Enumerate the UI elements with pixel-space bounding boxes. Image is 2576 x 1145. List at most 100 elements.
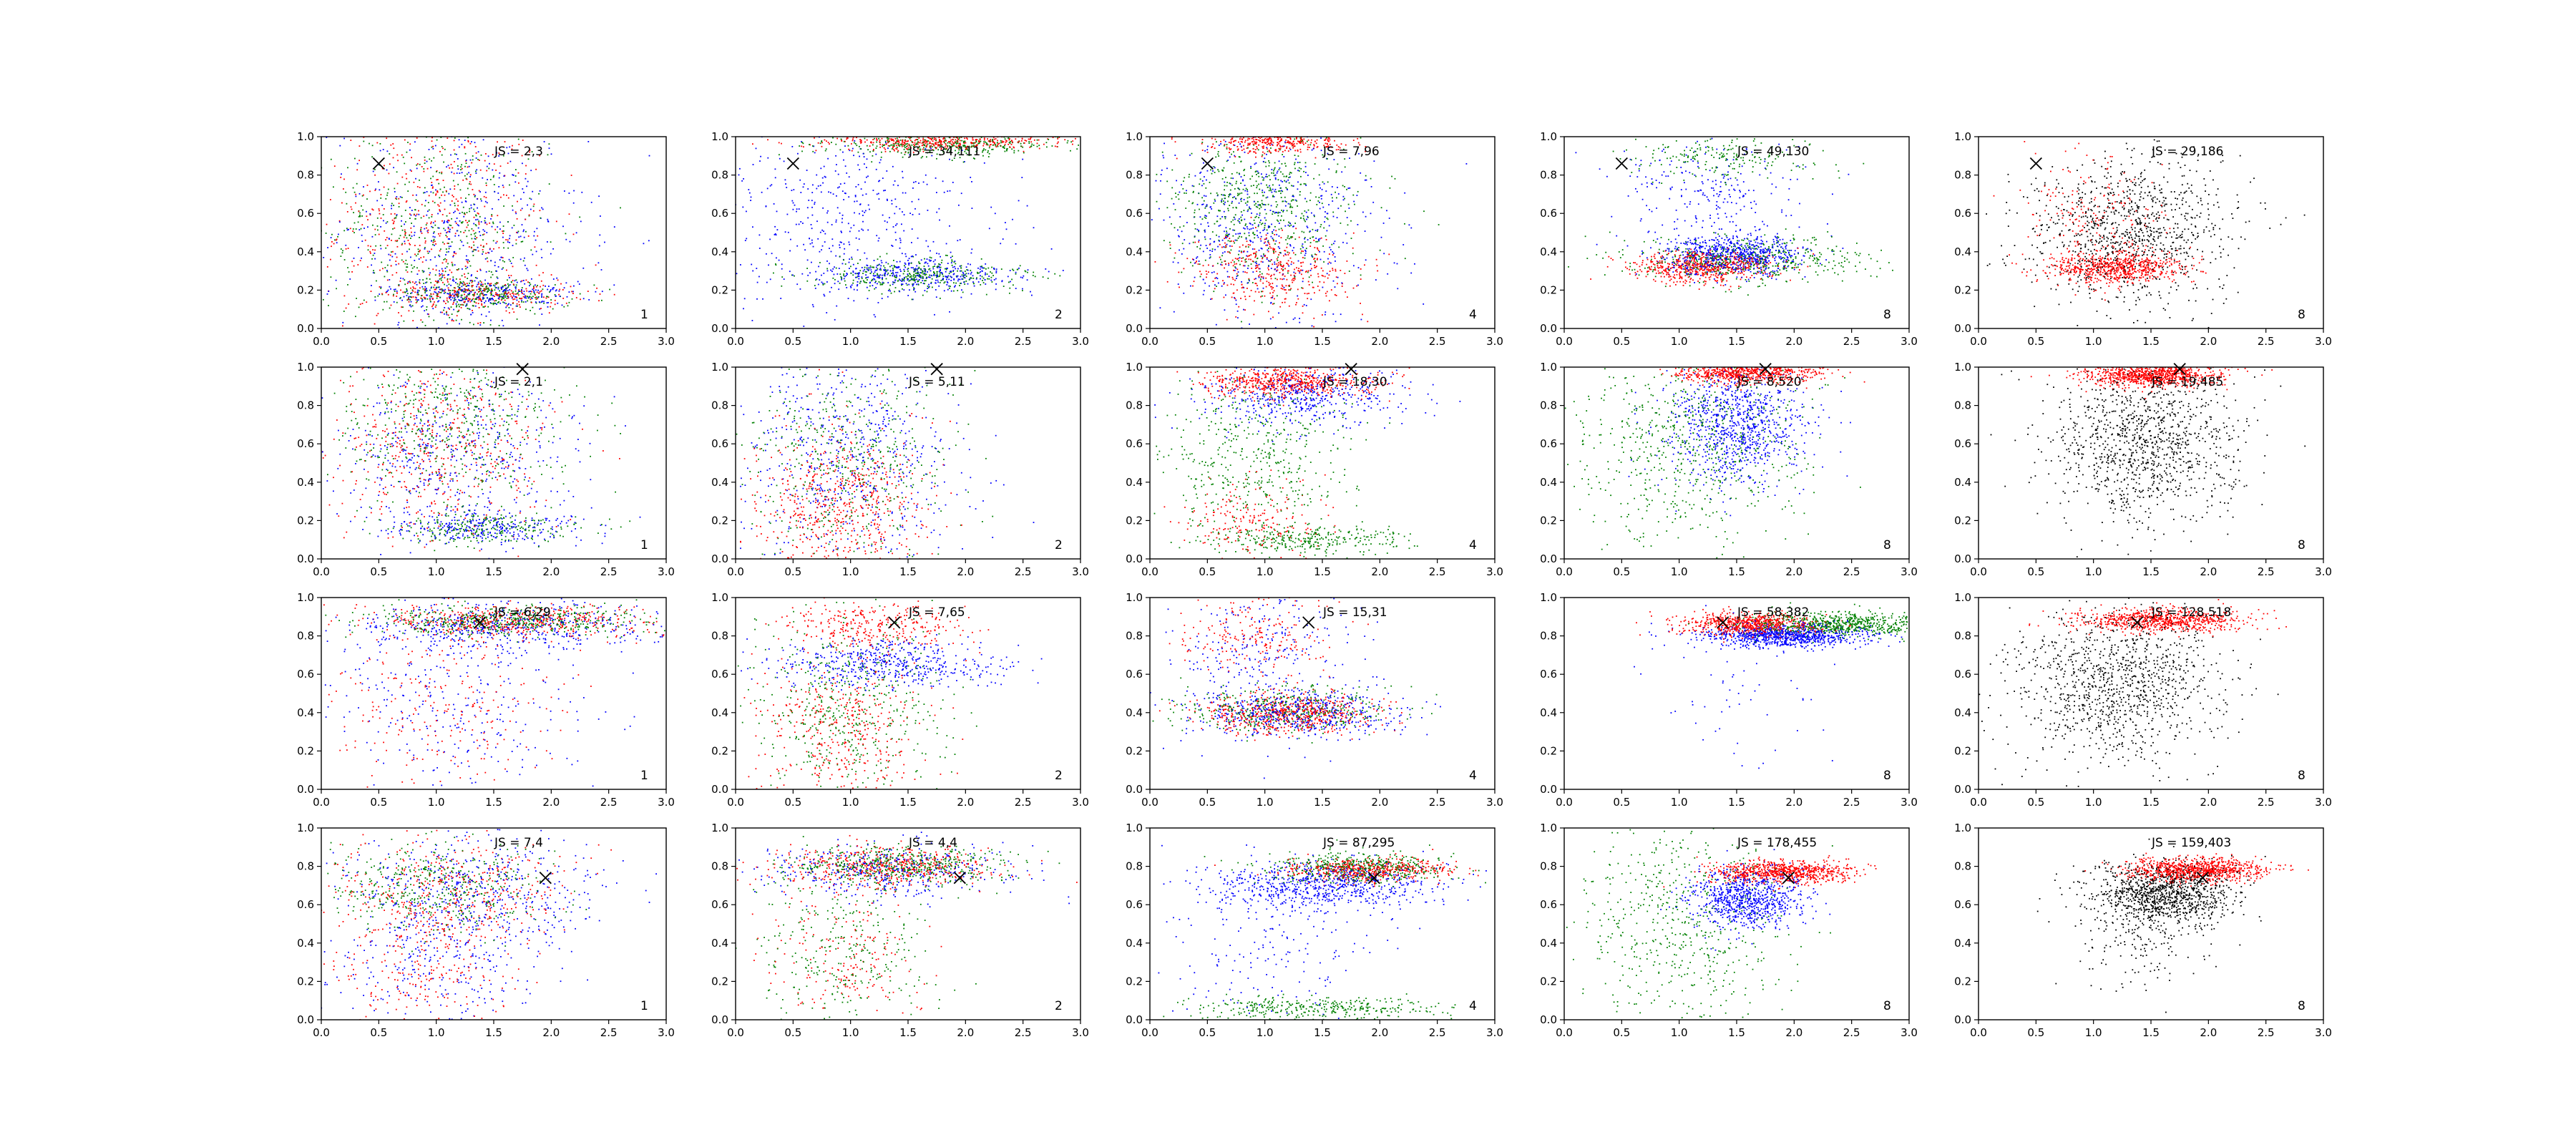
- data-point: [522, 296, 525, 298]
- data-point: [1252, 248, 1254, 250]
- data-point: [856, 137, 857, 139]
- data-point: [907, 147, 909, 149]
- data-point: [387, 289, 389, 291]
- data-point: [1006, 149, 1008, 151]
- data-point: [897, 139, 899, 141]
- data-point: [494, 289, 496, 291]
- data-point: [499, 302, 502, 304]
- data-point: [1270, 152, 1272, 154]
- data-point: [419, 279, 421, 281]
- data-point: [381, 205, 384, 206]
- data-point: [408, 298, 410, 301]
- data-point: [331, 245, 332, 248]
- data-point: [1299, 272, 1301, 274]
- data-point: [394, 253, 396, 255]
- data-point: [527, 300, 529, 302]
- data-point: [854, 143, 857, 145]
- data-point: [991, 281, 993, 283]
- data-point: [517, 232, 519, 234]
- data-point: [363, 299, 365, 301]
- data-point: [882, 278, 883, 281]
- data-point: [835, 221, 837, 223]
- data-point: [435, 243, 436, 245]
- data-point: [390, 144, 392, 146]
- data-point: [930, 283, 932, 284]
- data-point: [468, 220, 470, 222]
- data-point: [464, 265, 467, 267]
- data-point: [400, 289, 401, 291]
- data-point: [1257, 149, 1259, 151]
- data-point: [866, 167, 867, 168]
- data-point: [1286, 142, 1288, 143]
- data-point: [516, 293, 518, 295]
- data-point: [514, 286, 517, 288]
- data-point: [449, 278, 451, 280]
- data-point: [1303, 138, 1305, 140]
- data-point: [947, 142, 949, 144]
- data-point: [1311, 212, 1312, 214]
- data-point: [827, 210, 829, 212]
- data-point: [930, 250, 931, 252]
- data-point: [1226, 271, 1229, 273]
- data-point: [466, 296, 468, 298]
- data-point: [983, 162, 985, 164]
- data-point: [930, 281, 932, 283]
- data-point: [992, 140, 994, 142]
- data-point: [1208, 271, 1209, 273]
- data-point: [469, 280, 472, 281]
- data-point: [450, 163, 452, 165]
- data-point: [880, 269, 882, 271]
- data-point: [908, 258, 910, 260]
- data-point: [1246, 228, 1249, 230]
- data-point: [1220, 140, 1221, 142]
- data-point: [508, 275, 509, 276]
- data-point: [407, 281, 409, 283]
- data-point: [385, 198, 387, 200]
- data-point: [432, 303, 434, 305]
- data-point: [469, 159, 472, 161]
- data-point: [448, 296, 450, 298]
- data-point: [456, 153, 457, 155]
- data-point: [1241, 141, 1243, 143]
- data-point: [486, 285, 488, 287]
- data-point: [1322, 286, 1324, 288]
- data-point: [1233, 223, 1235, 225]
- data-point: [940, 298, 941, 299]
- data-point: [479, 293, 481, 296]
- data-point: [326, 293, 328, 295]
- data-point: [1273, 168, 1275, 170]
- data-point: [444, 277, 446, 278]
- data-point: [434, 284, 436, 286]
- data-point: [1202, 293, 1204, 296]
- data-point: [1000, 140, 1002, 142]
- data-point: [1162, 155, 1164, 157]
- data-point: [469, 298, 471, 300]
- data-point: [575, 232, 577, 234]
- data-point: [916, 265, 918, 267]
- data-point: [903, 142, 905, 143]
- data-point: [892, 245, 894, 247]
- data-point: [830, 192, 831, 194]
- data-point: [416, 186, 419, 187]
- data-point: [1022, 288, 1023, 290]
- data-point: [841, 140, 843, 142]
- data-point: [926, 291, 928, 293]
- data-point: [927, 137, 929, 138]
- data-point: [975, 150, 977, 152]
- data-point: [1268, 269, 1269, 271]
- data-point: [490, 271, 492, 273]
- data-point: [813, 145, 815, 147]
- data-point: [416, 283, 418, 286]
- data-point: [437, 296, 439, 298]
- data-point: [1285, 187, 1287, 189]
- data-point: [1204, 238, 1206, 240]
- data-point: [907, 152, 909, 154]
- data-point: [432, 244, 434, 245]
- data-point: [843, 253, 845, 255]
- data-point: [458, 268, 459, 270]
- data-point: [512, 175, 514, 176]
- data-point: [457, 224, 459, 225]
- data-point: [386, 169, 388, 171]
- data-point: [839, 212, 841, 214]
- data-point: [532, 253, 534, 255]
